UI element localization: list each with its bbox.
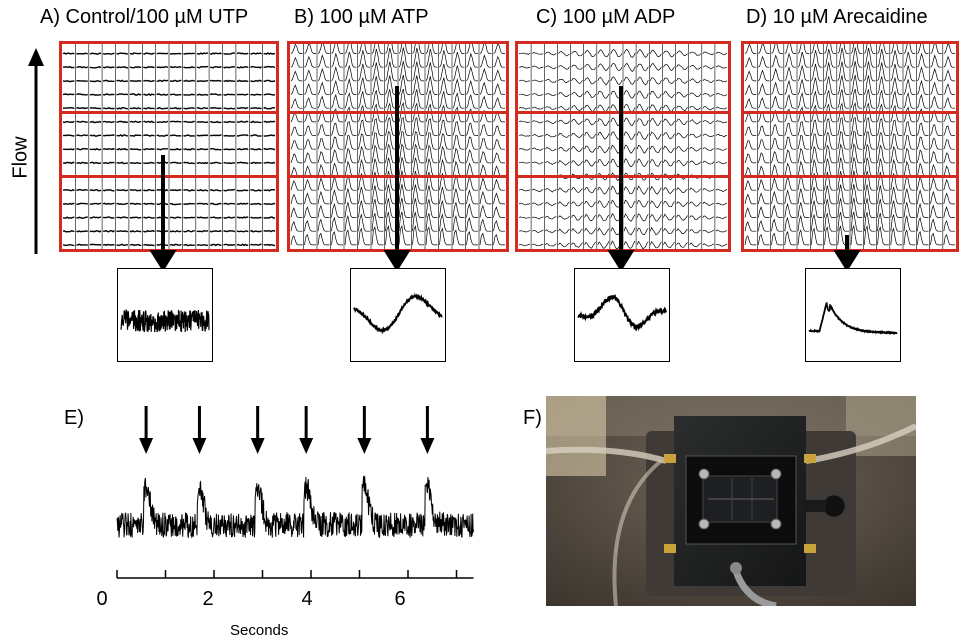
panel-b-separator-1 <box>290 111 506 114</box>
inset-B-trace <box>353 292 443 335</box>
flow-arrow <box>28 48 44 254</box>
inset-A-svg <box>120 309 210 333</box>
stimulus-arrow-3 <box>250 406 265 454</box>
grid-C-traces <box>518 44 728 249</box>
stimulus-arrow-4 <box>299 406 314 454</box>
panel-d-separator-1 <box>744 111 956 114</box>
grid-B-traces <box>290 44 505 249</box>
grid-C-column-lines <box>530 44 716 249</box>
x-tick-6: 6 <box>394 588 406 610</box>
panel-b-separator-2 <box>290 175 506 178</box>
grid-B-column-lines <box>303 44 493 249</box>
x-tick-2: 2 <box>202 588 214 610</box>
panel-a-recording-grid <box>59 41 279 252</box>
panel-b-recording-grid <box>287 41 509 252</box>
arrow-a-head <box>149 250 177 272</box>
panel-a-title: A) Control/100 µM UTP <box>40 6 249 28</box>
panel-f-label: F) <box>523 407 542 429</box>
panel-b-inset-trace <box>350 268 446 362</box>
grid-D-electrode-traces <box>744 44 955 246</box>
x-tick-0: 0 <box>96 588 108 610</box>
x-tick-4: 4 <box>301 588 313 610</box>
panel-a-inset-trace <box>117 268 213 362</box>
panel-d-recording-grid <box>741 41 959 252</box>
grid-D-column-lines <box>757 44 944 249</box>
flow-label: Flow <box>9 136 32 179</box>
arrow-d-head <box>833 250 861 272</box>
stimulus-arrow-2 <box>192 406 207 454</box>
grid-B-electrode-traces <box>290 44 505 246</box>
inset-C-svg <box>577 293 667 332</box>
panel-a-separator-2 <box>62 175 276 178</box>
stimulus-arrow-6 <box>420 406 435 454</box>
panel-d-title: D) 10 µM Arecaidine <box>746 6 928 28</box>
panel-d-inset-trace <box>805 268 901 362</box>
inset-D-svg <box>808 302 898 335</box>
panel-a-separator-1 <box>62 111 276 114</box>
inset-C-trace <box>577 293 667 332</box>
grid-A-column-lines <box>75 44 263 249</box>
panel-e-trace <box>116 475 474 539</box>
stimulus-arrow-5 <box>357 406 372 454</box>
device-photo-illustration <box>546 396 916 606</box>
grid-C-electrode-traces <box>518 48 728 249</box>
grid-D-traces <box>744 44 955 249</box>
device-photo <box>546 396 916 606</box>
arrow-b-head <box>383 250 411 272</box>
grid-A-electrode-traces <box>62 52 276 247</box>
panel-c-title: C) 100 µM ADP <box>536 6 676 28</box>
grid-A-traces <box>62 44 276 249</box>
x-axis-label: Seconds <box>230 622 289 639</box>
panel-c-separator-1 <box>518 111 728 114</box>
panel-e-x-axis <box>116 570 474 579</box>
panel-c-recording-grid <box>515 41 731 252</box>
arrow-c-head <box>607 250 635 272</box>
panel-b-title: B) 100 µM ATP <box>294 6 429 28</box>
inset-A-trace <box>120 309 210 333</box>
panel-e-label: E) <box>64 407 84 429</box>
stimulus-arrow-1 <box>139 406 154 454</box>
inset-D-trace <box>808 302 898 335</box>
panel-c-inset-trace <box>574 268 670 362</box>
inset-B-svg <box>353 292 443 335</box>
panel-c-separator-2 <box>518 175 728 178</box>
panel-d-separator-2 <box>744 175 956 178</box>
panel-e-trace-plot <box>116 406 474 579</box>
